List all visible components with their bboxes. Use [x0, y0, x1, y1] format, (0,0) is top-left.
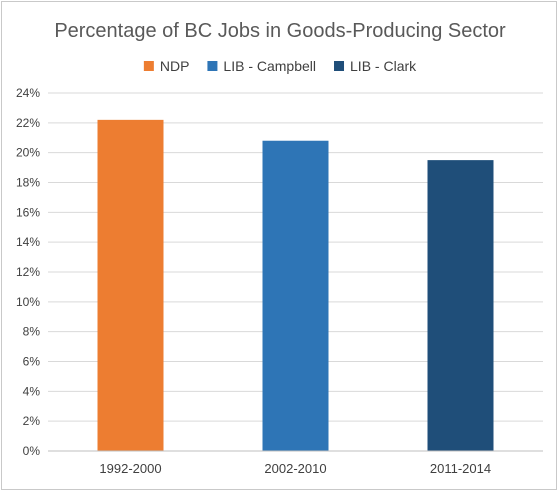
y-tick-label: 12% — [16, 265, 40, 279]
y-tick-label: 16% — [16, 205, 40, 219]
legend: NDP LIB - Campbell LIB - Clark — [143, 58, 417, 74]
y-tick-label: 14% — [16, 235, 40, 249]
legend-label: LIB - Clark — [350, 58, 417, 74]
y-tick-label: 22% — [16, 116, 40, 130]
legend-swatch — [207, 61, 218, 71]
bar-ndp — [97, 119, 164, 451]
y-tick-label: 20% — [16, 146, 40, 160]
y-axis-tick-labels: 0% 2% 4% 6% 8% 10% 12% 14% 16% 18% 20% 22% 24% — [16, 86, 40, 458]
x-category-label: 2011-2014 — [430, 461, 491, 476]
y-tick-label: 0% — [23, 444, 41, 458]
y-tick-label: 10% — [16, 295, 40, 309]
x-category-label: 2002-2010 — [264, 461, 326, 476]
y-tick-label: 6% — [23, 355, 41, 369]
legend-swatch — [143, 61, 154, 71]
y-tick-label: 24% — [16, 86, 40, 100]
bar-lib-clark — [427, 160, 494, 451]
x-category-label: 1992-2000 — [99, 461, 161, 476]
legend-label: NDP — [160, 58, 190, 74]
y-tick-label: 18% — [16, 176, 40, 190]
y-tick-label: 4% — [23, 384, 41, 398]
bar-lib-campbell — [262, 140, 329, 451]
bars — [97, 119, 494, 451]
x-axis-category-labels: 1992-2000 2002-2010 2011-2014 — [99, 461, 491, 476]
y-tick-label: 8% — [23, 325, 41, 339]
legend-label: LIB - Campbell — [223, 58, 316, 74]
chart-title: Percentage of BC Jobs in Goods-Producing… — [54, 20, 506, 42]
legend-swatch — [334, 61, 345, 71]
y-tick-label: 2% — [23, 414, 41, 428]
